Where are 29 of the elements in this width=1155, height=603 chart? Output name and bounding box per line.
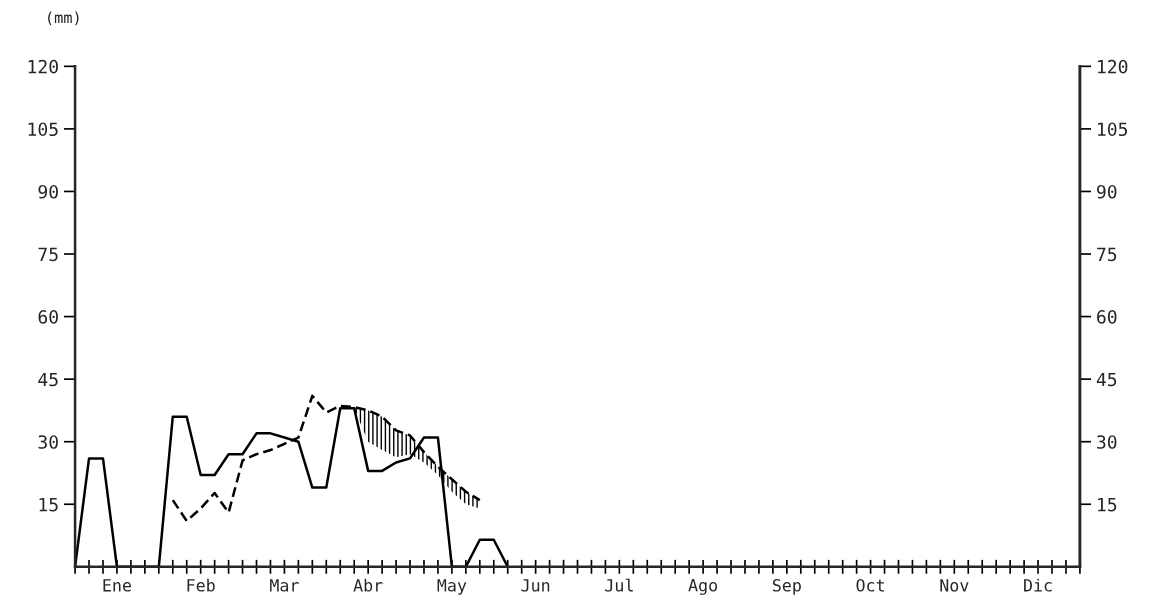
y2-tick-label: 45 [1096, 372, 1117, 387]
x-tick-label: Jul [605, 578, 633, 592]
y-tick-label: 60 [38, 310, 58, 324]
x-tick-label: Dic [1024, 578, 1052, 592]
y-tick-label: 75 [38, 247, 58, 262]
y-tick-label: 15 [39, 498, 58, 512]
y2-tick-label: 30 [1097, 435, 1117, 449]
y-tick-label: 105 [28, 122, 58, 137]
y2-tick-label: 75 [1097, 247, 1117, 262]
x-tick-label: Nov [940, 579, 969, 592]
y-tick-label: 30 [38, 435, 58, 449]
y-tick-label: 90 [38, 184, 58, 199]
x-tick-label: Jun [521, 579, 550, 592]
y-tick-label: 45 [38, 372, 58, 387]
x-tick-label: Mar [270, 579, 299, 592]
x-tick-label: May [437, 579, 467, 595]
y2-tick-label: 60 [1097, 310, 1117, 324]
x-tick-label: Ene [103, 579, 132, 592]
x-tick-label: Abr [353, 578, 383, 592]
x-tick-label: Feb [187, 578, 215, 592]
y2-tick-label: 105 [1098, 122, 1128, 137]
y2-tick-label: 15 [1098, 498, 1117, 512]
y2-tick-label: 120 [1098, 59, 1128, 74]
x-tick-label: Sep [772, 579, 801, 595]
y2-tick-label: 90 [1097, 184, 1117, 199]
y-axis-title: (mm) [48, 11, 79, 26]
x-tick-label: Oct [856, 579, 884, 592]
x-tick-label: Ago [688, 579, 718, 595]
y-tick-label: 120 [28, 59, 58, 74]
